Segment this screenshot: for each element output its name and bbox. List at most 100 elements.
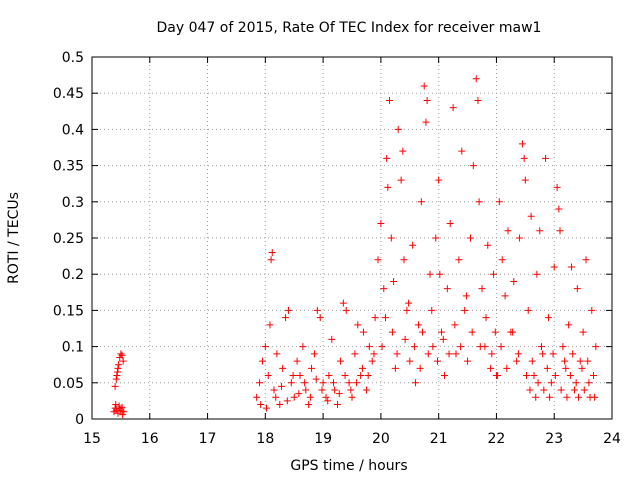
data-point <box>551 372 559 380</box>
data-point <box>592 343 600 351</box>
data-point <box>270 386 278 394</box>
data-point <box>386 96 394 104</box>
data-point <box>488 350 496 358</box>
data-point <box>301 379 309 387</box>
data-point <box>524 306 532 314</box>
data-point <box>443 285 451 293</box>
data-point <box>566 372 574 380</box>
data-point <box>399 147 407 155</box>
data-point <box>528 357 536 365</box>
data-point <box>380 285 388 293</box>
data-point <box>348 393 356 401</box>
x-tick-label: 21 <box>430 431 448 447</box>
data-point <box>555 205 563 213</box>
data-point <box>278 382 286 390</box>
data-point <box>546 393 554 401</box>
data-point <box>283 397 291 405</box>
data-point <box>115 361 123 369</box>
data-point <box>423 96 431 104</box>
data-point <box>458 147 466 155</box>
data-point <box>284 306 292 314</box>
data-point <box>387 234 395 242</box>
data-point <box>418 328 426 336</box>
data-point <box>416 364 424 372</box>
data-point <box>310 350 318 358</box>
data-point <box>422 118 430 126</box>
x-tick-label: 20 <box>372 431 390 447</box>
data-point <box>409 241 417 249</box>
y-tick-label: 0.35 <box>53 159 84 175</box>
data-point <box>406 357 414 365</box>
y-tick-label: 0.1 <box>62 340 84 356</box>
data-point <box>282 314 290 322</box>
data-point <box>365 343 373 351</box>
data-point <box>262 404 270 412</box>
data-point <box>334 401 342 409</box>
data-point <box>435 176 443 184</box>
data-point <box>513 357 521 365</box>
data-point <box>466 234 474 242</box>
data-point <box>533 270 541 278</box>
data-point <box>516 234 524 242</box>
data-point <box>424 350 432 358</box>
data-point <box>578 364 586 372</box>
data-point <box>487 364 495 372</box>
data-point <box>490 270 498 278</box>
data-point <box>267 256 275 264</box>
data-point <box>550 263 558 271</box>
data-point <box>439 335 447 343</box>
y-tick-label: 0.4 <box>62 122 84 138</box>
data-point <box>324 397 332 405</box>
data-point <box>452 350 460 358</box>
data-point <box>540 386 548 394</box>
data-point <box>394 125 402 133</box>
data-point <box>117 407 125 415</box>
data-point <box>305 401 313 409</box>
y-tick-label: 0.45 <box>53 86 84 102</box>
data-point <box>113 372 121 380</box>
data-point <box>377 220 385 228</box>
data-point <box>549 350 557 358</box>
data-point <box>347 386 355 394</box>
data-point <box>257 401 265 409</box>
data-point <box>438 328 446 336</box>
data-point <box>532 393 540 401</box>
data-point <box>364 372 372 380</box>
x-tick-label: 19 <box>314 431 332 447</box>
data-point <box>497 343 505 351</box>
data-point <box>318 386 326 394</box>
data-point <box>536 227 544 235</box>
data-point <box>538 343 546 351</box>
data-point <box>582 256 590 264</box>
data-point <box>445 350 453 358</box>
data-point <box>590 372 598 380</box>
data-point <box>440 372 448 380</box>
data-point <box>401 335 409 343</box>
data-point <box>113 368 121 376</box>
y-tick-label: 0.2 <box>62 267 84 283</box>
data-point <box>256 379 264 387</box>
data-point <box>584 357 592 365</box>
data-point <box>302 386 310 394</box>
data-point <box>328 335 336 343</box>
data-point <box>464 357 472 365</box>
x-tick-label: 24 <box>603 431 621 447</box>
data-point <box>514 350 522 358</box>
data-point <box>342 306 350 314</box>
data-point <box>279 364 287 372</box>
data-point <box>330 379 338 387</box>
data-point <box>295 390 303 398</box>
data-point <box>261 343 269 351</box>
data-point <box>322 393 330 401</box>
data-point <box>266 321 274 329</box>
data-point <box>457 343 465 351</box>
x-tick-label: 17 <box>199 431 217 447</box>
data-point <box>472 75 480 83</box>
data-point <box>115 402 123 410</box>
y-tick-label: 0.15 <box>53 303 84 319</box>
data-point <box>449 104 457 112</box>
data-point <box>362 386 370 394</box>
data-point <box>446 220 454 228</box>
data-point <box>521 176 529 184</box>
data-point <box>469 162 477 170</box>
